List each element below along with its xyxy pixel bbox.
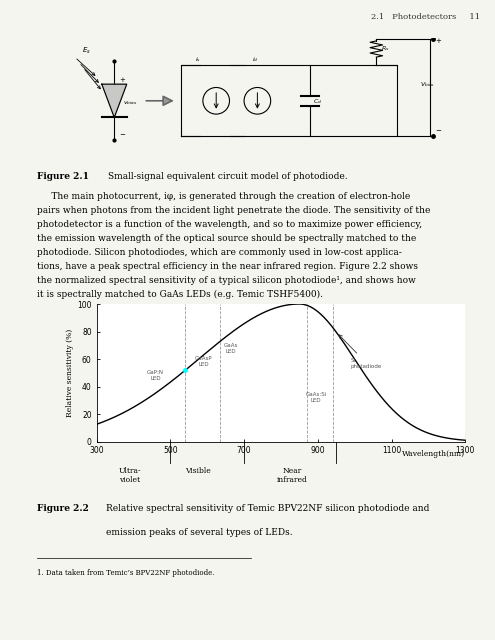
Text: The main photocurrent, iφ, is generated through the creation of electron-hole: The main photocurrent, iφ, is generated …: [37, 192, 410, 201]
Text: Figure 2.1: Figure 2.1: [37, 172, 89, 181]
Text: GaP:N
LED: GaP:N LED: [147, 371, 164, 381]
Text: −: −: [436, 128, 442, 134]
Text: $i_d$: $i_d$: [252, 55, 259, 64]
Text: Visible: Visible: [185, 467, 211, 475]
Text: GaAs
LED: GaAs LED: [224, 343, 238, 353]
Text: 1. Data taken from Temic’s BPV22NF photodiode.: 1. Data taken from Temic’s BPV22NF photo…: [37, 570, 215, 577]
Text: emission peaks of several types of LEDs.: emission peaks of several types of LEDs.: [106, 528, 293, 537]
Text: $R_s$: $R_s$: [381, 44, 389, 53]
Text: $E_s$: $E_s$: [82, 46, 91, 56]
Text: $C_d$: $C_d$: [313, 97, 322, 106]
Text: Small-signal equivalent circuit model of photodiode.: Small-signal equivalent circuit model of…: [108, 172, 348, 181]
Text: $V_{bias}$: $V_{bias}$: [420, 79, 435, 88]
Text: photodiode. Silicon photodiodes, which are commonly used in low-cost applica-: photodiode. Silicon photodiodes, which a…: [37, 248, 402, 257]
Text: Wavelength(nm): Wavelength(nm): [402, 451, 465, 458]
Text: the normalized spectral sensitivity of a typical silicon photodiode¹, and shows : the normalized spectral sensitivity of a…: [37, 276, 416, 285]
Text: photodetector is a function of the wavelength, and so to maximize power efficien: photodetector is a function of the wavel…: [37, 220, 422, 229]
Text: Figure 2.2: Figure 2.2: [37, 504, 89, 513]
Text: Near
infrared: Near infrared: [277, 467, 307, 484]
Text: tions, have a peak spectral efficiency in the near infrared region. Figure 2.2 s: tions, have a peak spectral efficiency i…: [37, 262, 418, 271]
Text: Si
photadiode: Si photadiode: [339, 335, 382, 369]
Y-axis label: Relative sensitivity (%): Relative sensitivity (%): [66, 329, 74, 417]
Text: $i_s$: $i_s$: [196, 55, 201, 64]
Polygon shape: [102, 84, 127, 118]
Text: GaAsP
LED: GaAsP LED: [195, 356, 212, 367]
Text: −: −: [119, 132, 125, 138]
Text: $v_{bias}$: $v_{bias}$: [123, 99, 138, 107]
Text: Relative spectral sensitivity of Temic BPV22NF silicon photodiode and: Relative spectral sensitivity of Temic B…: [106, 504, 430, 513]
Text: the emission wavelength of the optical source should be spectrally matched to th: the emission wavelength of the optical s…: [37, 234, 416, 243]
Text: it is spectrally matched to GaAs LEDs (e.g. Temic TSHF5400).: it is spectrally matched to GaAs LEDs (e…: [37, 290, 323, 299]
Text: Ultra-
violet: Ultra- violet: [118, 467, 141, 484]
Text: 2.1   Photodetectors     11: 2.1 Photodetectors 11: [371, 13, 480, 21]
Text: GaAs:Si
LED: GaAs:Si LED: [305, 392, 327, 403]
Text: +: +: [119, 77, 125, 83]
Text: +: +: [436, 38, 442, 44]
Text: pairs when photons from the incident light penetrate the diode. The sensitivity : pairs when photons from the incident lig…: [37, 206, 431, 215]
